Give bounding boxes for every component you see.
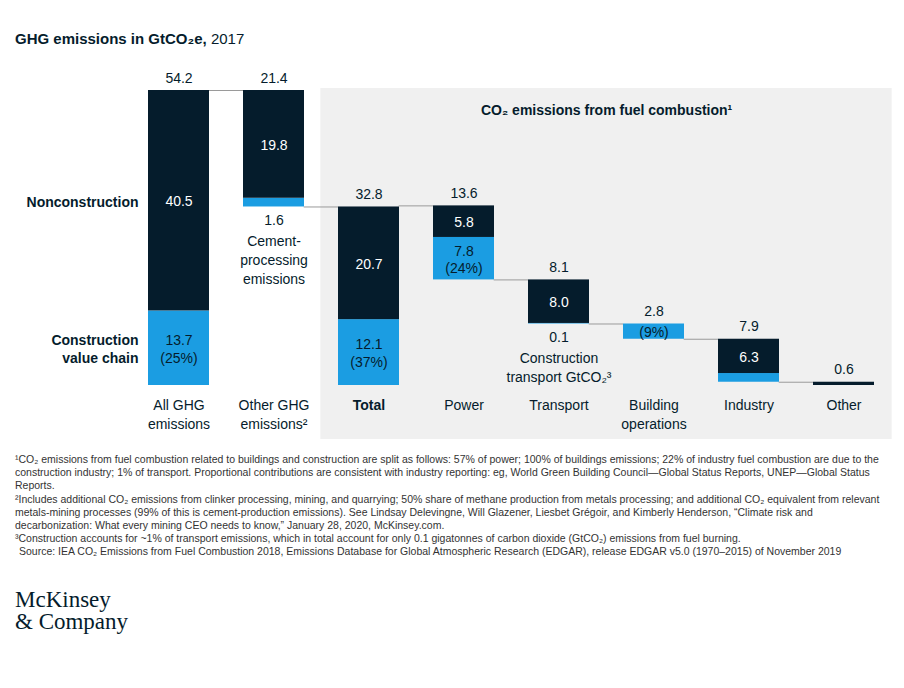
- svg-text:7.9: 7.9: [739, 318, 759, 334]
- svg-text:Other GHGemissions²: Other GHGemissions²: [239, 397, 310, 431]
- svg-text:12.1(37%): 12.1(37%): [350, 336, 387, 370]
- svg-text:8.0: 8.0: [549, 294, 569, 310]
- html-text:GHG emissions in GtCO₂e, 2017: GHG emissions in GtCO₂e, 2017: [15, 30, 245, 47]
- svg-text:5.8: 5.8: [454, 214, 474, 230]
- svg-text:1.6: 1.6: [264, 212, 284, 228]
- svg-text:Power: Power: [444, 397, 484, 413]
- svg-text:19.8: 19.8: [260, 137, 287, 153]
- svg-text:2.8: 2.8: [644, 303, 664, 319]
- svg-text:Total: Total: [353, 397, 385, 413]
- svg-text:Constructiontransport GtCO₂³: Constructiontransport GtCO₂³: [506, 350, 611, 385]
- html-text:²Includes additional CO₂ emiss: ²Includes additional CO₂ emissions from …: [15, 492, 880, 531]
- html-text:McKinsey & Company: McKinsey & Company: [15, 586, 129, 634]
- html-text:Source: IEA CO₂ Emissions from: Source: IEA CO₂ Emissions from Fuel Comb…: [19, 545, 842, 558]
- svg-text:0.1: 0.1: [549, 329, 569, 345]
- svg-text:6.3: 6.3: [739, 349, 759, 365]
- svg-text:8.1: 8.1: [549, 259, 569, 275]
- svg-text:Other: Other: [826, 397, 861, 413]
- svg-text:Industry: Industry: [724, 397, 774, 413]
- svg-text:32.8: 32.8: [355, 186, 382, 202]
- html-text:¹CO₂ emissions from fuel combu: ¹CO₂ emissions from fuel combustion rela…: [15, 453, 879, 492]
- svg-text:21.4: 21.4: [260, 70, 287, 86]
- svg-text:20.7: 20.7: [355, 256, 382, 272]
- svg-text:40.5: 40.5: [165, 193, 192, 209]
- svg-text:All GHGemissions: All GHGemissions: [148, 397, 210, 431]
- svg-text:54.2: 54.2: [165, 70, 192, 86]
- svg-text:7.8(24%): 7.8(24%): [445, 243, 482, 276]
- svg-text:CO₂ emissions from fuel combus: CO₂ emissions from fuel combustion¹: [481, 102, 733, 118]
- svg-text:Nonconstruction: Nonconstruction: [27, 194, 139, 210]
- svg-text:(9%): (9%): [639, 324, 669, 340]
- svg-text:13.7(25%): 13.7(25%): [160, 332, 197, 366]
- svg-text:13.6: 13.6: [450, 185, 477, 201]
- html-text:³Construction accounts for ~1%: ³Construction accounts for ~1% of transp…: [15, 532, 741, 545]
- svg-text:Transport: Transport: [529, 397, 589, 413]
- svg-text:Buildingoperations: Buildingoperations: [621, 397, 686, 431]
- svg-text:Cement-processingemissions: Cement-processingemissions: [240, 233, 308, 287]
- svg-text:0.6: 0.6: [834, 361, 854, 377]
- svg-text:Constructionvalue chain: Constructionvalue chain: [51, 332, 138, 366]
